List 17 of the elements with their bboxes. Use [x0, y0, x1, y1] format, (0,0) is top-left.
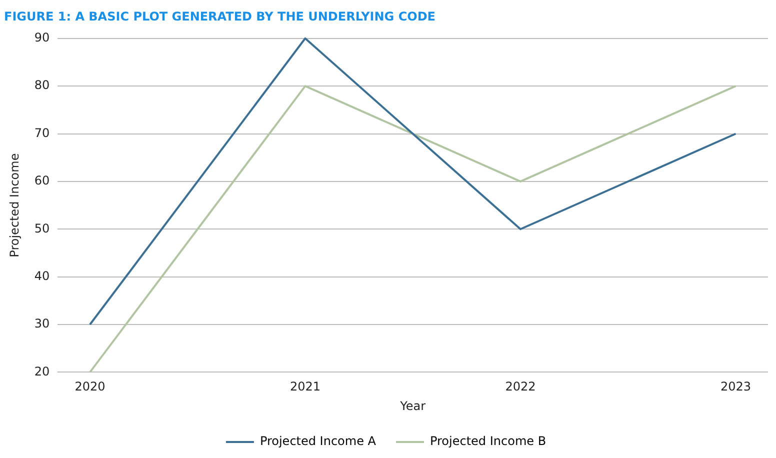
x-tick-label: 2020	[74, 380, 106, 394]
legend-label: Projected Income A	[260, 434, 377, 448]
y-tick-label: 30	[34, 316, 50, 331]
x-tick-label: 2022	[505, 380, 536, 394]
y-tick-label: 60	[34, 174, 50, 188]
y-tick-label: 80	[34, 78, 50, 92]
y-tick-label: 50	[34, 221, 50, 236]
x-axis-title: Year	[399, 398, 426, 413]
x-tick-label: 2023	[720, 380, 751, 394]
legend-label: Projected Income B	[430, 434, 546, 448]
y-tick-label: 20	[34, 364, 50, 378]
y-tick-label: 70	[34, 126, 50, 140]
y-axis-title: Projected Income	[7, 153, 22, 258]
x-tick-label: 2021	[290, 380, 320, 394]
y-tick-label: 40	[34, 268, 50, 283]
chart-title: FIGURE 1: A BASIC PLOT GENERATED BY THE UNDERLYING CODE	[4, 9, 436, 24]
y-tick-label: 90	[34, 30, 50, 45]
